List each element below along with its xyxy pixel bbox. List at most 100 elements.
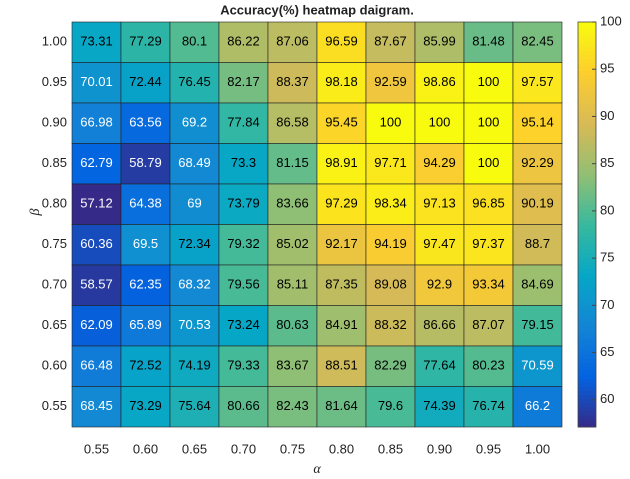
cell — [414, 21, 465, 63]
cell — [267, 102, 318, 144]
cell — [463, 102, 514, 144]
colorbar-segment — [578, 374, 596, 379]
cell-label: 80.66 — [227, 398, 260, 413]
cell-label: 81.48 — [472, 34, 505, 49]
cell — [71, 264, 122, 306]
cell — [120, 62, 171, 104]
cell — [71, 345, 122, 387]
cell-label: 69.5 — [133, 236, 158, 251]
cell-label: 96.85 — [472, 196, 505, 211]
cell-label: 83.67 — [276, 358, 309, 373]
cell — [218, 102, 269, 144]
colorbar-segment — [578, 159, 596, 165]
cell-label: 82.29 — [374, 358, 407, 373]
colorbar-segment — [578, 171, 596, 177]
colorbar-segment — [578, 200, 596, 205]
cell — [316, 345, 367, 387]
cell — [169, 345, 220, 387]
colorbar-tick-label: 75 — [600, 250, 614, 265]
cell-label: 89.08 — [374, 277, 407, 292]
cell — [512, 143, 563, 185]
cell — [463, 21, 514, 63]
cell-label: 73.3 — [231, 155, 256, 170]
colorbar-segment — [578, 293, 596, 298]
cell — [316, 62, 367, 104]
colorbar-segment — [578, 265, 596, 270]
cell — [71, 386, 122, 428]
colorbar-frame — [577, 21, 597, 428]
colorbar-segment — [578, 42, 596, 47]
colorbar-segment — [578, 107, 596, 112]
colorbar-segment — [578, 220, 596, 225]
cell-label: 69.2 — [182, 115, 207, 130]
cell-label: 97.37 — [472, 236, 505, 251]
colorbar-tick-label: 100 — [600, 13, 622, 28]
cell — [414, 143, 465, 185]
cell-label: 97.13 — [423, 196, 456, 211]
cell-label: 75.64 — [178, 398, 211, 413]
cell-label: 63.56 — [129, 115, 162, 130]
cell — [365, 305, 416, 347]
cell — [365, 264, 416, 306]
cell — [463, 183, 514, 225]
cell-label: 68.32 — [178, 277, 211, 292]
cell-label: 100 — [380, 115, 402, 130]
cell-label: 88.7 — [525, 236, 550, 251]
cell-label: 76.74 — [472, 398, 505, 413]
cell — [169, 386, 220, 428]
cell — [267, 62, 318, 104]
cell-label: 94.19 — [374, 236, 407, 251]
cell — [414, 224, 465, 266]
cell — [463, 62, 514, 104]
cell — [120, 264, 171, 306]
colorbar-segment — [578, 244, 596, 250]
cell — [316, 264, 367, 306]
cell-label: 86.66 — [423, 317, 456, 332]
colorbar-segment — [578, 98, 596, 104]
cell — [463, 345, 514, 387]
cell — [414, 345, 465, 387]
colorbar-segment — [578, 34, 596, 39]
colorbar-segment — [578, 252, 596, 258]
colorbar-segment — [578, 305, 596, 311]
cell-label: 92.9 — [427, 277, 452, 292]
cell — [71, 62, 122, 104]
colorbar-segment — [578, 188, 596, 193]
colorbar-segment — [578, 362, 596, 367]
cell-label: 98.91 — [325, 155, 358, 170]
cell-label: 68.49 — [178, 155, 211, 170]
cell-label: 83.66 — [276, 196, 309, 211]
colorbar-segment — [578, 386, 596, 392]
colorbar-segment — [578, 337, 596, 343]
cell-label: 92.17 — [325, 236, 358, 251]
cell-label: 58.79 — [129, 155, 162, 170]
colorbar-segment — [578, 410, 596, 416]
cell-label: 62.09 — [80, 317, 113, 332]
colorbar-segment — [578, 208, 596, 213]
cell-label: 97.71 — [374, 155, 407, 170]
cell — [365, 183, 416, 225]
cell — [120, 224, 171, 266]
cell-label: 73.29 — [129, 398, 162, 413]
colorbar-segment — [578, 216, 596, 221]
cell — [414, 102, 465, 144]
cell-label: 72.52 — [129, 358, 162, 373]
cell-label: 68.45 — [80, 398, 113, 413]
colorbar-segment — [578, 139, 596, 144]
colorbar-tick-label: 90 — [600, 108, 614, 123]
colorbar-segment — [578, 58, 596, 63]
y-tick-label: 0.70 — [42, 277, 67, 292]
colorbar-segment — [578, 224, 596, 230]
colorbar-segment — [578, 317, 596, 323]
colorbar-segment — [578, 370, 596, 375]
cell-label: 69 — [187, 196, 201, 211]
cell-label: 79.6 — [378, 398, 403, 413]
colorbar-segment — [578, 22, 596, 27]
colorbar-segment — [578, 70, 596, 76]
colorbar-segment — [578, 82, 596, 88]
colorbar-segment — [578, 398, 596, 404]
cell — [365, 143, 416, 185]
x-tick-label: 0.60 — [133, 441, 158, 456]
cell-label: 80.1 — [182, 34, 207, 49]
cell-label: 98.86 — [423, 74, 456, 89]
